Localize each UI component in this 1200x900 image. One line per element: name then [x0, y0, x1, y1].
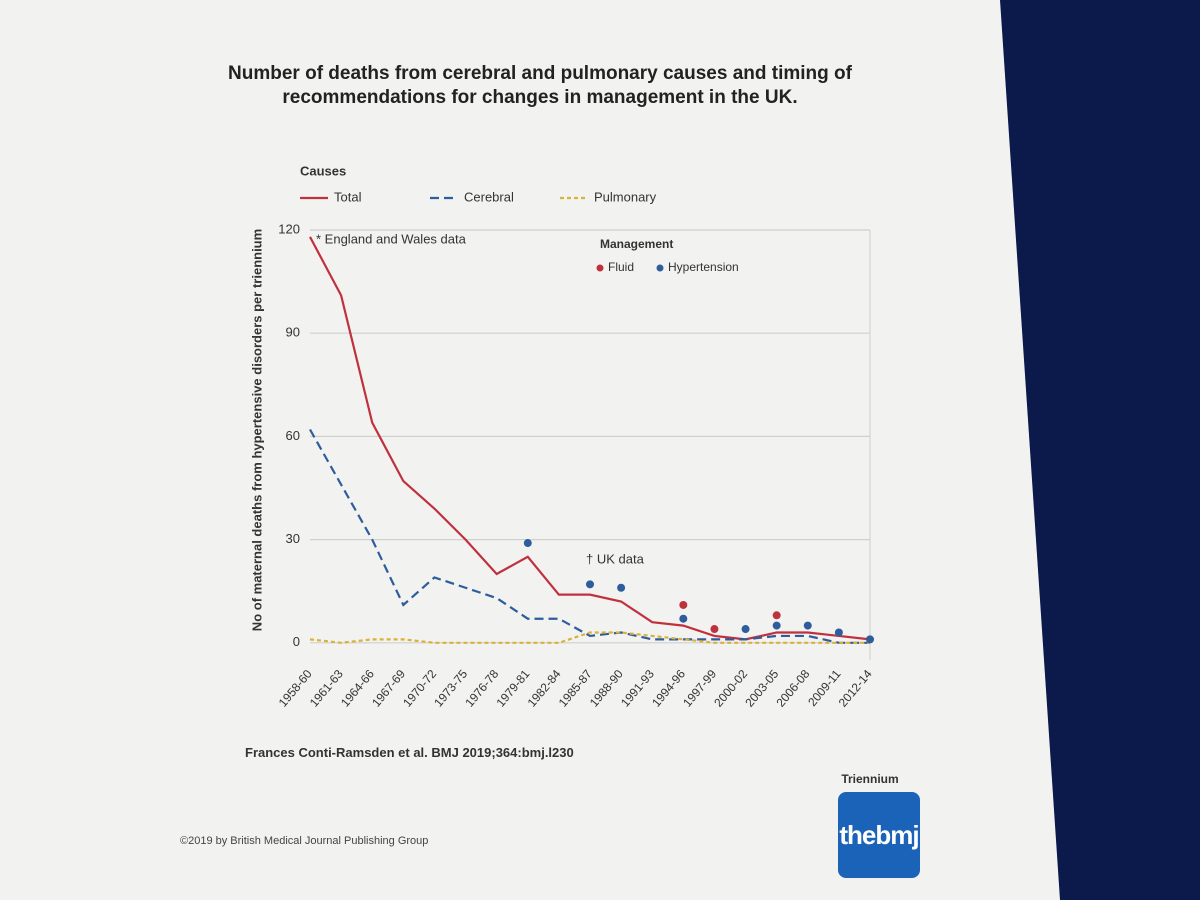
management-dot — [772, 611, 781, 620]
legend-label: Pulmonary — [594, 189, 657, 204]
management-dot — [866, 635, 874, 644]
source: Frances Conti-Ramsden et al. BMJ 2019;36… — [245, 745, 574, 760]
management-dot — [523, 539, 532, 548]
series-line — [309, 236, 871, 641]
x-axis-label: Triennium — [841, 772, 898, 786]
series-line — [309, 631, 870, 644]
legend-dot — [656, 264, 664, 272]
annotation: * England and Wales data — [316, 231, 467, 246]
y-tick-label: 60 — [286, 428, 300, 443]
management-dot — [586, 580, 594, 589]
management-dot — [741, 625, 750, 634]
y-axis-label: No of maternal deaths from hypertensive … — [249, 229, 264, 631]
management-title: Management — [600, 237, 673, 251]
management-dot — [772, 621, 781, 630]
slide — [0, 0, 1060, 900]
management-dot — [834, 628, 843, 637]
y-tick-label: 0 — [293, 634, 300, 649]
legend-title: Causes — [300, 163, 346, 178]
y-tick-label: 30 — [286, 531, 300, 546]
legend-dot — [596, 264, 604, 272]
management-dot — [617, 583, 626, 592]
chart-title: Number of deaths from cerebral and pulmo… — [228, 63, 852, 108]
legend-label: Cerebral — [464, 189, 514, 204]
annotation: † UK data — [586, 552, 645, 567]
series-line — [309, 428, 870, 644]
y-tick-label: 90 — [286, 325, 300, 340]
management-dot — [803, 621, 812, 630]
copyright: ©2019 by British Medical Journal Publish… — [180, 835, 429, 847]
y-tick-label: 120 — [278, 221, 300, 236]
legend-label: Hypertension — [668, 260, 739, 274]
legend-label: Total — [334, 189, 362, 204]
legend-label: Fluid — [608, 260, 634, 274]
logo: thebmj — [838, 792, 920, 878]
management-dot — [710, 625, 719, 634]
management-dot — [679, 600, 688, 609]
management-dot — [679, 614, 688, 623]
